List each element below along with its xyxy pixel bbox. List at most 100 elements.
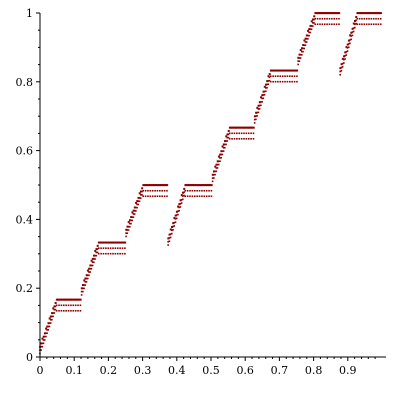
data-point (354, 23, 356, 26)
data-point (356, 12, 359, 15)
data-point (357, 12, 360, 15)
data-point (193, 195, 196, 198)
data-point (379, 12, 382, 15)
data-point (215, 170, 218, 173)
data-point (298, 57, 301, 59)
data-point (138, 200, 141, 203)
data-point (195, 184, 198, 187)
data-point (121, 241, 124, 244)
data-point (163, 189, 166, 192)
data-point (89, 271, 91, 273)
y-tick-label: 1 (26, 7, 33, 20)
data-point (72, 310, 75, 312)
data-point (58, 310, 60, 312)
data-point (189, 184, 192, 187)
data-point (334, 12, 337, 15)
data-point (171, 229, 173, 232)
data-point (51, 318, 53, 321)
data-point (210, 189, 213, 192)
data-point (91, 261, 94, 263)
data-point (45, 335, 47, 338)
data-point (179, 199, 182, 202)
data-point (230, 126, 233, 129)
data-point (316, 17, 319, 20)
data-point (52, 312, 54, 314)
data-point (130, 219, 132, 222)
data-point (288, 69, 291, 72)
data-point (219, 157, 221, 159)
data-point (74, 304, 77, 307)
data-point (114, 252, 117, 255)
data-point (135, 210, 137, 212)
data-point (100, 247, 102, 249)
data-point (333, 23, 336, 26)
data-point (131, 211, 134, 214)
data-point (130, 222, 132, 225)
data-point (94, 258, 96, 260)
data-point (343, 62, 345, 64)
data-point (356, 23, 359, 26)
data-point (316, 23, 319, 26)
data-point (43, 339, 46, 341)
data-point (346, 50, 349, 52)
data-point (161, 189, 164, 192)
data-point (49, 315, 52, 318)
data-point (313, 15, 316, 18)
data-point (95, 251, 98, 254)
x-tick-label: 0.9 (339, 364, 357, 377)
data-point (166, 184, 169, 187)
data-point (43, 332, 46, 335)
data-point (290, 69, 293, 72)
data-point (346, 43, 349, 46)
data-point (191, 195, 194, 198)
data-point (243, 132, 245, 135)
data-point (240, 132, 243, 135)
data-point (47, 329, 50, 331)
data-point (138, 197, 141, 199)
data-point (80, 294, 83, 296)
data-point (244, 126, 247, 129)
data-point (205, 189, 208, 192)
data-point (275, 69, 278, 72)
data-point (73, 298, 76, 301)
data-point (263, 93, 266, 96)
data-point (326, 17, 328, 20)
data-point (141, 190, 143, 193)
data-point (40, 342, 43, 345)
data-point (239, 126, 242, 129)
data-point (85, 277, 88, 280)
data-point (240, 138, 243, 140)
data-point (331, 23, 333, 26)
data-point (274, 80, 277, 83)
data-point (370, 23, 373, 26)
data-point (60, 304, 63, 307)
data-point (49, 322, 52, 324)
data-point (345, 50, 348, 53)
data-point (211, 177, 214, 179)
data-point (253, 118, 256, 121)
data-point (175, 217, 178, 220)
data-point (293, 75, 296, 77)
data-point (221, 150, 224, 152)
data-point (363, 23, 366, 26)
data-point (226, 136, 229, 139)
data-point (137, 203, 140, 206)
data-point (180, 202, 183, 204)
data-point (262, 94, 265, 96)
data-point (347, 39, 350, 42)
data-point (59, 298, 62, 301)
data-point (180, 199, 183, 201)
data-point (46, 325, 49, 328)
data-point (207, 184, 210, 187)
data-point (228, 132, 231, 135)
data-point (355, 16, 358, 19)
data-point (118, 241, 121, 244)
data-point (271, 69, 274, 72)
data-point (245, 126, 248, 129)
data-point (284, 80, 286, 83)
data-point (350, 35, 352, 37)
data-point (82, 287, 84, 290)
data-point (302, 44, 305, 47)
data-point (288, 80, 291, 83)
data-point (261, 97, 263, 100)
